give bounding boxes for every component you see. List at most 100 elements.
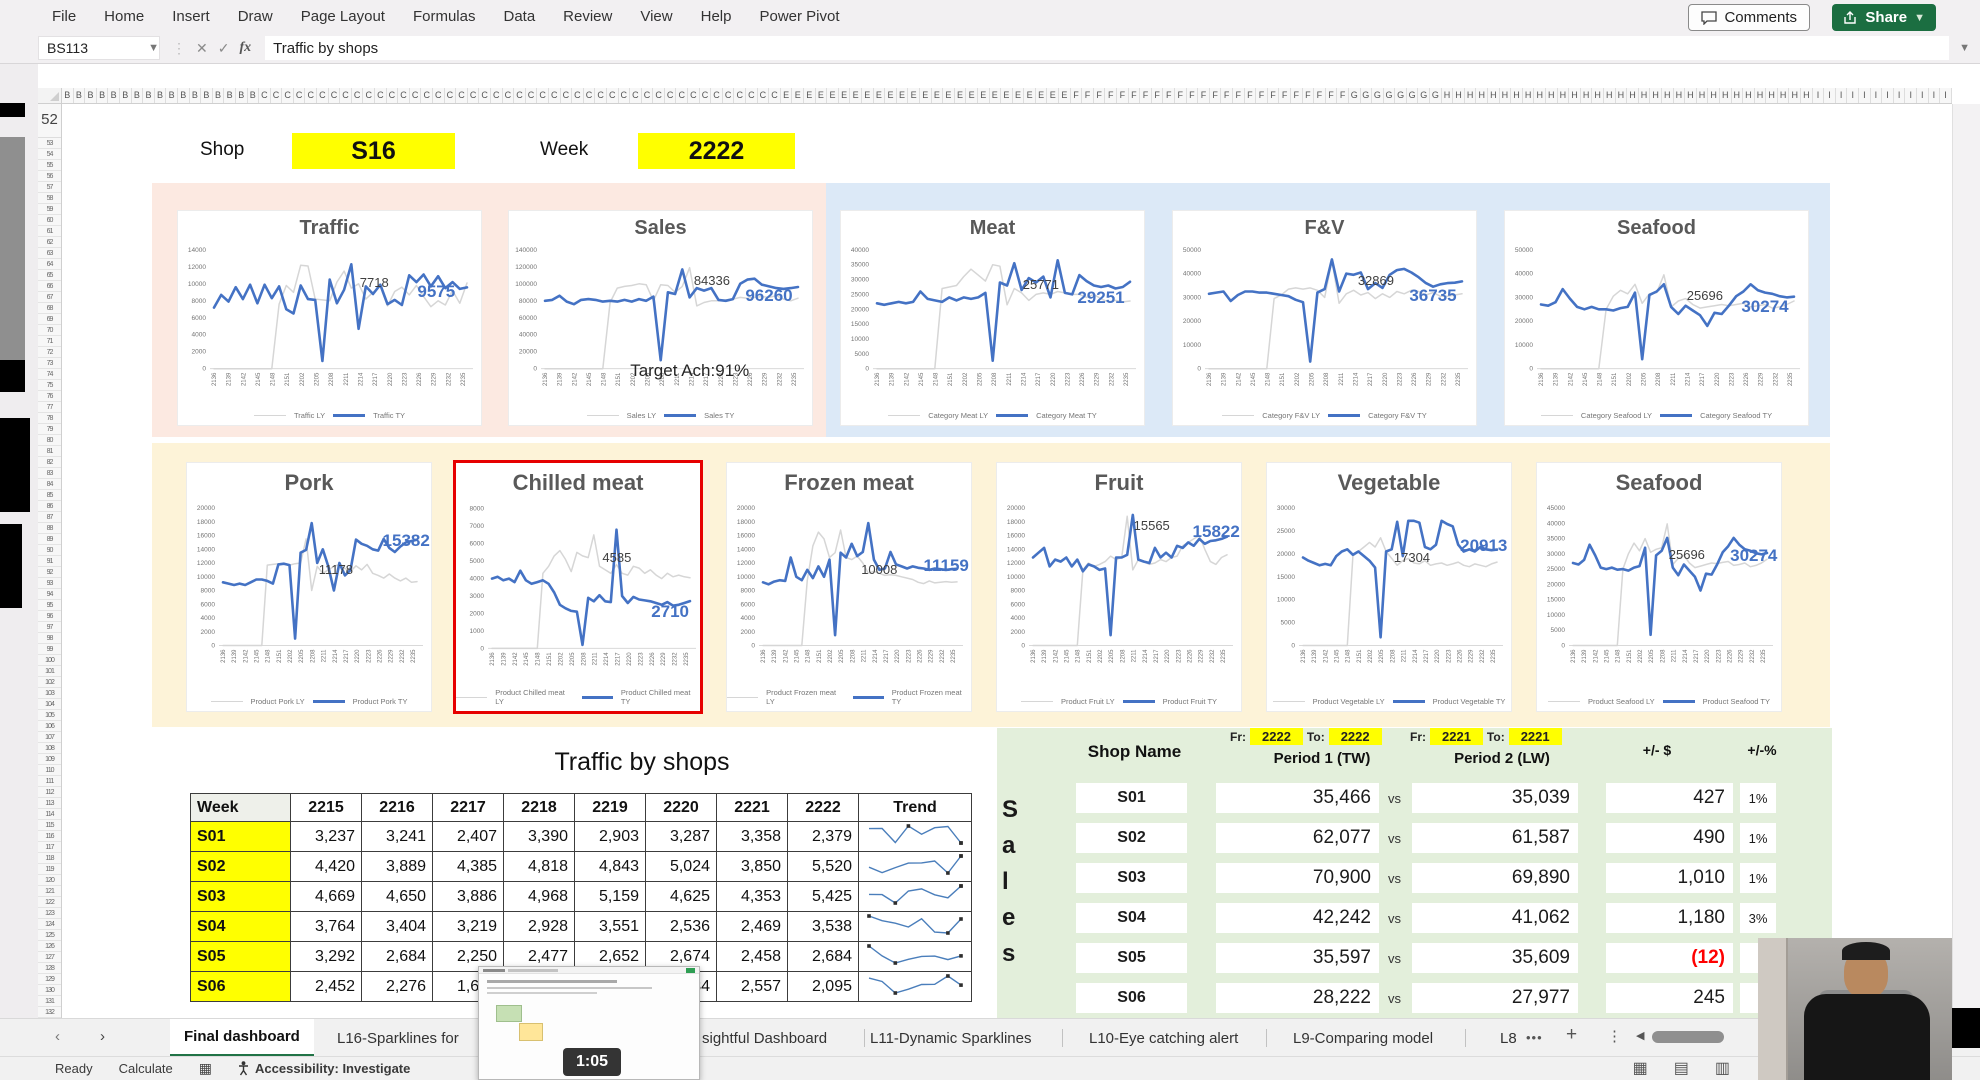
column-header[interactable]: G bbox=[1361, 88, 1373, 103]
column-header[interactable]: H bbox=[1639, 88, 1651, 103]
name-box-dropdown-icon[interactable]: ▼ bbox=[148, 42, 159, 54]
traffic-by-shops-table[interactable]: Week 2215 2216 2217 2218 2219 2220 2221 2222 Tren… bbox=[190, 793, 972, 1002]
row-header[interactable]: 85 bbox=[38, 490, 61, 501]
row-header[interactable]: 55 bbox=[38, 160, 61, 171]
column-header[interactable]: E bbox=[943, 88, 955, 103]
traffic-value-cell[interactable]: 3,237 bbox=[290, 821, 362, 852]
column-header[interactable]: C bbox=[526, 88, 538, 103]
period-to-cell[interactable]: 2222 bbox=[1328, 728, 1382, 745]
column-header[interactable]: C bbox=[561, 88, 573, 103]
column-header[interactable]: G bbox=[1395, 88, 1407, 103]
column-header[interactable]: F bbox=[1245, 88, 1257, 103]
row-header[interactable]: 115 bbox=[38, 820, 61, 831]
traffic-value-cell[interactable]: 5,520 bbox=[787, 851, 859, 882]
hscroll-left-arrow[interactable]: ◀ bbox=[1636, 1030, 1645, 1042]
vertical-scrollbar[interactable] bbox=[1952, 104, 1980, 1018]
column-header[interactable]: H bbox=[1627, 88, 1639, 103]
column-header[interactable]: C bbox=[271, 88, 283, 103]
trend-sparkline[interactable] bbox=[858, 911, 972, 942]
row-header[interactable]: 112 bbox=[38, 787, 61, 798]
chart-card-chilled-meat[interactable]: Chilled meat 0 1000 2000 3000 4000 5000 6000 700… bbox=[453, 460, 703, 714]
column-header[interactable]: H bbox=[1801, 88, 1813, 103]
column-header[interactable]: B bbox=[62, 88, 74, 103]
column-header[interactable]: C bbox=[734, 88, 747, 103]
diff-value-cell[interactable]: 490 bbox=[1606, 823, 1733, 853]
column-header[interactable]: E bbox=[839, 88, 851, 103]
column-header[interactable]: C bbox=[282, 88, 294, 103]
row-header[interactable]: 121 bbox=[38, 886, 61, 897]
period2-value-cell[interactable]: 41,062 bbox=[1412, 903, 1578, 933]
traffic-value-cell[interactable]: 2,557 bbox=[716, 971, 788, 1002]
row-header[interactable]: 110 bbox=[38, 765, 61, 776]
chart-card-pork[interactable]: Pork 0 2000 4000 6000 8000 10000 12000 14000 1600… bbox=[186, 462, 432, 712]
column-header[interactable]: H bbox=[1766, 88, 1778, 103]
traffic-value-cell[interactable]: 2,458 bbox=[716, 941, 788, 972]
column-header[interactable]: I bbox=[1859, 88, 1871, 103]
week-value-cell[interactable]: 2222 bbox=[638, 133, 795, 169]
column-header[interactable]: C bbox=[549, 88, 561, 103]
week-column-header[interactable]: 2220 bbox=[645, 793, 717, 822]
traffic-value-cell[interactable]: 2,928 bbox=[503, 911, 575, 942]
column-header[interactable]: E bbox=[804, 88, 816, 103]
week-header[interactable]: Week bbox=[190, 793, 291, 822]
worksheet-canvas[interactable]: Shop S16 Week 2222 Traffic 0 2000 4000 6000 8… bbox=[62, 104, 1952, 1018]
tab-l16-sparklines-for[interactable]: L16-Sparklines for bbox=[337, 1029, 459, 1047]
column-header[interactable]: F bbox=[1152, 88, 1164, 103]
row-header[interactable]: 81 bbox=[38, 446, 61, 457]
pct-value-cell[interactable]: 1% bbox=[1740, 863, 1776, 893]
page-break-view-icon[interactable]: ▥ bbox=[1714, 1060, 1730, 1077]
traffic-value-cell[interactable]: 4,669 bbox=[290, 881, 362, 912]
period2-value-cell[interactable]: 27,977 bbox=[1412, 983, 1578, 1013]
traffic-value-cell[interactable]: 4,818 bbox=[503, 851, 575, 882]
column-header[interactable]: B bbox=[213, 88, 225, 103]
column-header[interactable]: C bbox=[653, 88, 665, 103]
row-header[interactable]: 104 bbox=[38, 699, 61, 710]
column-header[interactable]: B bbox=[190, 88, 202, 103]
trend-sparkline[interactable] bbox=[858, 941, 972, 972]
column-header[interactable]: H bbox=[1592, 88, 1604, 103]
column-header[interactable]: H bbox=[1743, 88, 1755, 103]
column-header[interactable]: I bbox=[1894, 88, 1906, 103]
column-header[interactable]: E bbox=[781, 88, 793, 103]
traffic-value-cell[interactable]: 2,452 bbox=[290, 971, 362, 1002]
macro-record-icon[interactable]: ▦ bbox=[198, 1060, 213, 1076]
more-sheets-button[interactable]: ••• bbox=[1526, 1030, 1543, 1045]
column-header[interactable]: B bbox=[178, 88, 190, 103]
column-header[interactable]: B bbox=[143, 88, 155, 103]
column-header[interactable]: B bbox=[108, 88, 120, 103]
column-header[interactable]: I bbox=[1824, 88, 1836, 103]
column-header[interactable]: E bbox=[1059, 88, 1071, 103]
column-header[interactable]: E bbox=[885, 88, 897, 103]
trend-header[interactable]: Trend bbox=[858, 793, 972, 822]
column-header[interactable]: C bbox=[642, 88, 654, 103]
column-header[interactable]: C bbox=[676, 88, 689, 103]
traffic-value-cell[interactable]: 4,625 bbox=[645, 881, 717, 912]
column-header[interactable]: H bbox=[1674, 88, 1686, 103]
row-header[interactable]: 127 bbox=[38, 952, 61, 963]
row-header[interactable]: 88 bbox=[38, 523, 61, 534]
column-header[interactable]: C bbox=[329, 88, 341, 103]
traffic-value-cell[interactable]: 2,407 bbox=[432, 821, 504, 852]
column-header[interactable]: B bbox=[74, 88, 86, 103]
column-header[interactable]: H bbox=[1616, 88, 1628, 103]
row-header[interactable]: 87 bbox=[38, 512, 61, 523]
shop-name-cell[interactable]: S02 bbox=[1076, 823, 1187, 853]
column-header[interactable]: H bbox=[1755, 88, 1767, 103]
column-header[interactable]: E bbox=[908, 88, 920, 103]
period2-value-cell[interactable]: 61,587 bbox=[1412, 823, 1578, 853]
column-header[interactable]: F bbox=[1140, 88, 1152, 103]
traffic-value-cell[interactable]: 4,353 bbox=[716, 881, 788, 912]
chart-card-seafood[interactable]: Seafood 0 10000 20000 30000 40000 50000 2136 213… bbox=[1504, 210, 1809, 426]
traffic-value-cell[interactable]: 5,159 bbox=[574, 881, 646, 912]
menu-power-pivot[interactable]: Power Pivot bbox=[759, 8, 840, 25]
traffic-value-cell[interactable]: 3,404 bbox=[361, 911, 433, 942]
column-header[interactable]: G bbox=[1372, 88, 1384, 103]
shop-name-cell[interactable]: S03 bbox=[1076, 863, 1187, 893]
column-header[interactable]: C bbox=[352, 88, 364, 103]
column-header[interactable]: I bbox=[1905, 88, 1917, 103]
traffic-value-cell[interactable]: 3,287 bbox=[645, 821, 717, 852]
column-header[interactable]: I bbox=[1929, 88, 1941, 103]
row-header[interactable]: 83 bbox=[38, 468, 61, 479]
row-header[interactable]: 63 bbox=[38, 248, 61, 259]
column-header[interactable]: C bbox=[607, 88, 619, 103]
